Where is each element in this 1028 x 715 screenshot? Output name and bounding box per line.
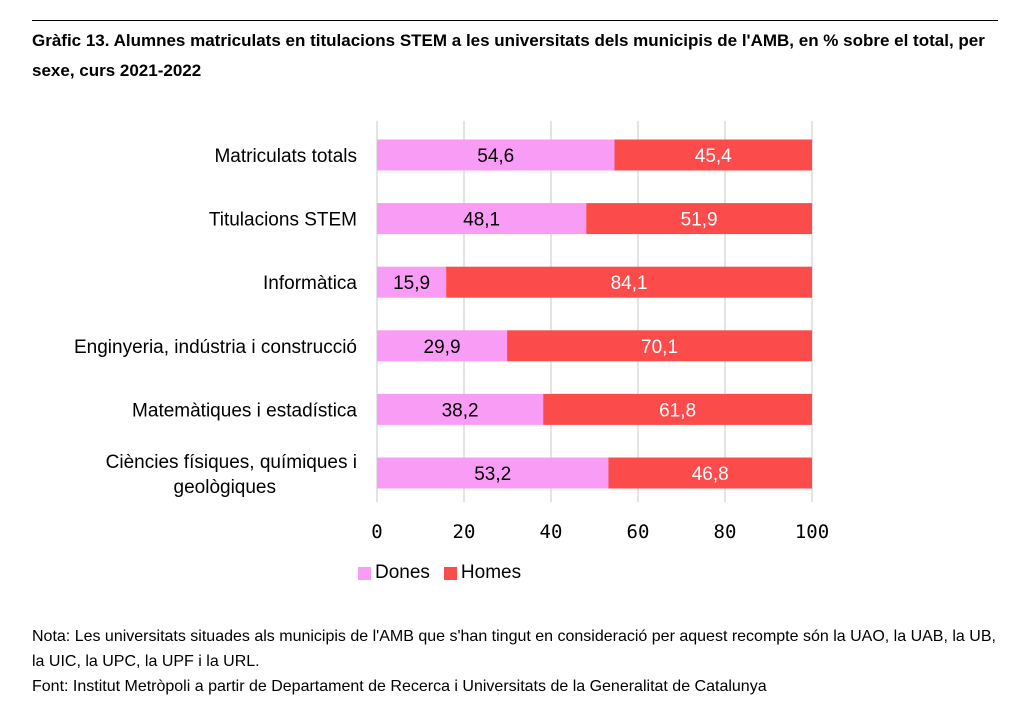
chart-title: Gràfic 13. Alumnes matriculats en titula… (32, 31, 985, 80)
bar-dones (377, 139, 615, 171)
bar-dones (377, 393, 544, 425)
legend-item-dones: Dones (358, 562, 430, 584)
top-rule (32, 20, 998, 21)
bar-dones (377, 266, 447, 298)
x-tick-label: 20 (453, 521, 476, 543)
bar-homes (608, 457, 812, 489)
bar-dones (377, 203, 587, 235)
legend-swatch-homes (443, 566, 457, 580)
bar-homes (543, 393, 812, 425)
bar-homes (507, 330, 812, 362)
category-label: Titulacions STEM (209, 210, 357, 231)
bar-value-label: 51,9 (681, 210, 718, 231)
bar-value-label: 46,8 (692, 464, 729, 485)
bar-value-label: 53,2 (474, 464, 511, 485)
bar-homes (446, 266, 812, 298)
bar-value-label: 61,8 (659, 400, 696, 421)
x-tick-label: 60 (627, 521, 650, 543)
bar-value-label: 45,4 (695, 146, 732, 167)
legend-item-homes: Homes (443, 562, 522, 584)
bar-dones (377, 457, 609, 489)
category-label: Informàtica (263, 273, 357, 294)
bar-value-label: 84,1 (611, 273, 648, 294)
category-label: Matriculats totals (214, 146, 357, 167)
bar-value-label: 70,1 (641, 337, 678, 358)
x-tick-label: 100 (795, 521, 829, 543)
legend-label-dones: Dones (375, 562, 430, 583)
bar-value-label: 48,1 (463, 210, 500, 231)
x-tick-label: 0 (371, 521, 382, 543)
category-label: Ciències físiques, químiques i geològique… (106, 452, 357, 498)
notes: Nota: Les universitats situades als muni… (32, 624, 1002, 699)
category-label: Matemàtiques i estadística (132, 400, 357, 421)
legend-swatch-dones (358, 566, 371, 580)
bar-value-label: 38,2 (442, 400, 479, 421)
legend-label-homes: Homes (460, 562, 522, 583)
x-tick-label: 40 (540, 521, 563, 543)
legend: Dones Homes (358, 562, 521, 584)
source-text: Font: Institut Metròpoli a partir de Dep… (32, 678, 767, 695)
bar-homes (614, 139, 812, 171)
bar-dones (377, 330, 508, 362)
bar-value-label: 54,6 (477, 146, 514, 167)
bar-homes (586, 203, 812, 235)
bar-value-label: 29,9 (424, 337, 461, 358)
note-text: Nota: Les universitats situades als muni… (32, 628, 996, 670)
bar-value-label: 15,9 (393, 273, 430, 294)
x-tick-label: 80 (714, 521, 737, 543)
category-label: Enginyeria, indústria i construcció (74, 337, 357, 358)
